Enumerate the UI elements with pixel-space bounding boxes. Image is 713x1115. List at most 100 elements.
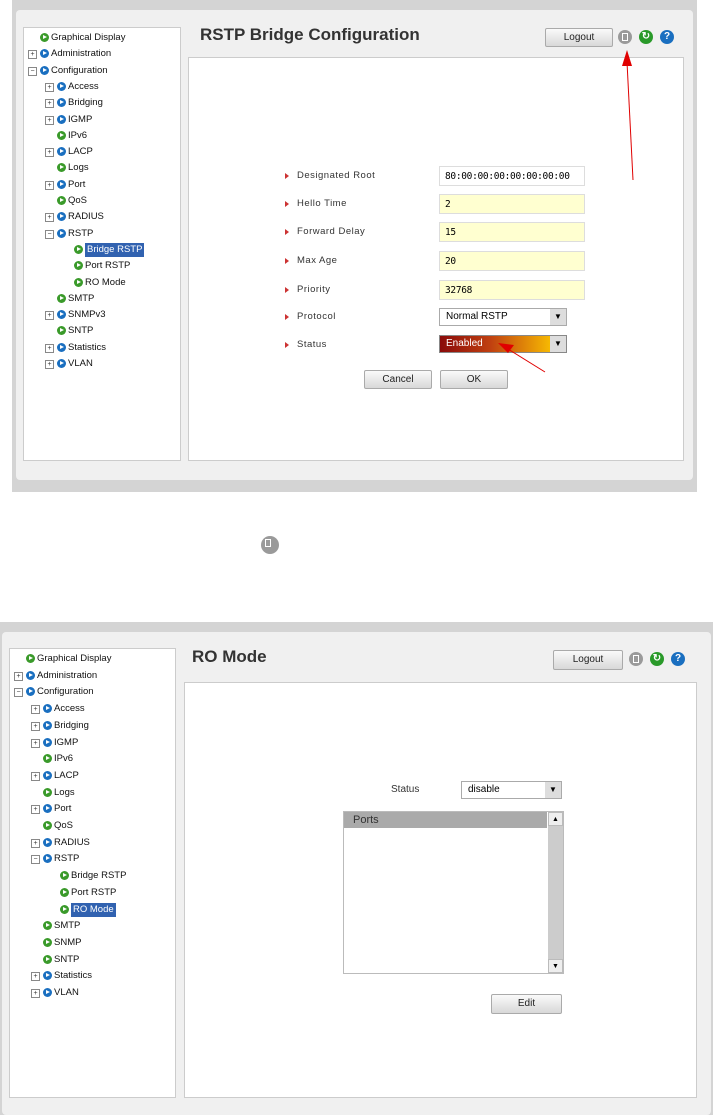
- collapse-icon[interactable]: −: [14, 688, 23, 698]
- expand-icon[interactable]: +: [45, 99, 54, 109]
- expand-icon[interactable]: +: [31, 805, 40, 815]
- tree-item[interactable]: + RADIUS: [24, 210, 180, 224]
- field-input[interactable]: 2: [439, 194, 585, 214]
- tree-item[interactable]: SNTP: [24, 324, 180, 338]
- tree-item[interactable]: + Access: [24, 80, 180, 94]
- field-label: Hello Time: [285, 198, 347, 209]
- tree-item[interactable]: + LACP: [24, 145, 180, 159]
- status-value: Enabled: [446, 338, 483, 349]
- refresh-icon[interactable]: ↻: [650, 652, 664, 666]
- tree-item[interactable]: Port RSTP: [10, 886, 175, 900]
- node-bullet-icon: [26, 670, 35, 680]
- node-bullet-icon: [74, 277, 83, 287]
- field-input[interactable]: 15: [439, 222, 585, 242]
- tree-item[interactable]: QoS: [10, 819, 175, 833]
- tree-item[interactable]: + Port: [24, 178, 180, 192]
- tree-item-label: VLAN: [68, 358, 93, 369]
- tree-item[interactable]: + LACP: [10, 769, 175, 783]
- tree-item[interactable]: − Configuration: [24, 64, 180, 78]
- tree-item[interactable]: RO Mode: [24, 276, 180, 290]
- expand-icon[interactable]: +: [45, 360, 54, 369]
- tree-item[interactable]: IPv6: [10, 752, 175, 766]
- tree-item[interactable]: − Configuration: [10, 685, 175, 699]
- tree-item[interactable]: + Bridging: [24, 96, 180, 110]
- logout-button[interactable]: Logout: [553, 650, 623, 670]
- tree-item-label: SMTP: [54, 920, 81, 932]
- navigation-tree: Graphical Display + Administration − Configu…: [9, 648, 176, 1098]
- tree-item[interactable]: + IGMP: [24, 113, 180, 127]
- save-icon[interactable]: [618, 30, 632, 44]
- tree-item[interactable]: + Administration: [24, 47, 180, 61]
- save-icon: [261, 536, 279, 554]
- tree-item[interactable]: SNTP: [10, 953, 175, 967]
- tree-item[interactable]: + RADIUS: [10, 836, 175, 850]
- cancel-button[interactable]: Cancel: [364, 370, 432, 389]
- tree-item[interactable]: Graphical Display: [10, 652, 175, 666]
- tree-item-label: Bridging: [54, 719, 89, 731]
- protocol-select[interactable]: Normal RSTP ▼: [439, 308, 567, 326]
- help-icon[interactable]: ?: [660, 30, 674, 44]
- expand-icon[interactable]: +: [45, 148, 54, 158]
- field-input[interactable]: 20: [439, 251, 585, 271]
- tree-item[interactable]: Logs: [10, 786, 175, 800]
- expand-icon[interactable]: +: [28, 50, 37, 60]
- tree-item-label: SNMP: [54, 936, 82, 948]
- node-bullet-icon: [26, 687, 35, 697]
- status-select[interactable]: disable ▼: [461, 781, 562, 799]
- expand-icon[interactable]: +: [31, 738, 40, 748]
- ok-button[interactable]: OK: [440, 370, 508, 389]
- expand-icon[interactable]: +: [31, 972, 40, 982]
- tree-item[interactable]: RO Mode: [10, 902, 175, 917]
- collapse-icon[interactable]: −: [31, 855, 40, 865]
- edit-button[interactable]: Edit: [491, 994, 562, 1014]
- tree-item[interactable]: + Statistics: [10, 969, 175, 983]
- expand-icon[interactable]: +: [31, 838, 40, 848]
- tree-item[interactable]: Bridge RSTP: [24, 242, 180, 257]
- field-input[interactable]: 32768: [439, 280, 585, 300]
- expand-icon[interactable]: +: [45, 213, 54, 223]
- expand-icon[interactable]: +: [14, 671, 23, 681]
- tree-item-label: RO Mode: [85, 276, 126, 288]
- tree-item[interactable]: SMTP: [10, 919, 175, 933]
- tree-item[interactable]: Logs: [24, 161, 180, 175]
- expand-icon[interactable]: +: [45, 343, 54, 353]
- expand-icon[interactable]: +: [45, 82, 54, 92]
- tree-item[interactable]: + Bridging: [10, 719, 175, 733]
- tree-item[interactable]: − RSTP: [24, 227, 180, 241]
- tree-item[interactable]: + VLAN: [24, 357, 180, 371]
- logout-button[interactable]: Logout: [545, 28, 613, 47]
- expand-icon[interactable]: +: [45, 311, 54, 321]
- tree-item[interactable]: + Statistics: [24, 341, 180, 355]
- tree-item[interactable]: IPv6: [24, 129, 180, 143]
- tree-item-label: Port RSTP: [85, 260, 131, 272]
- tree-item[interactable]: Graphical Display: [24, 31, 180, 45]
- tree-item[interactable]: Port RSTP: [24, 259, 180, 273]
- tree-item[interactable]: + Administration: [10, 669, 175, 683]
- tree-item[interactable]: + Port: [10, 802, 175, 816]
- scroll-down-icon[interactable]: ▼: [548, 959, 563, 973]
- collapse-icon[interactable]: −: [28, 66, 37, 76]
- expand-icon[interactable]: +: [45, 180, 54, 190]
- tree-item[interactable]: + SNMPv3: [24, 308, 180, 322]
- scrollbar[interactable]: ▲ ▼: [548, 812, 563, 973]
- tree-item[interactable]: + Access: [10, 702, 175, 716]
- tree-item[interactable]: + VLAN: [10, 986, 175, 1000]
- save-icon[interactable]: [629, 652, 643, 666]
- expand-icon[interactable]: +: [31, 721, 40, 731]
- scroll-up-icon[interactable]: ▲: [548, 812, 563, 826]
- help-icon[interactable]: ?: [671, 652, 685, 666]
- node-bullet-icon: [60, 871, 69, 881]
- tree-item[interactable]: − RSTP: [10, 852, 175, 866]
- collapse-icon[interactable]: −: [45, 229, 54, 239]
- expand-icon[interactable]: +: [31, 771, 40, 781]
- refresh-icon[interactable]: ↻: [639, 30, 653, 44]
- expand-icon[interactable]: +: [45, 115, 54, 125]
- expand-icon[interactable]: +: [31, 989, 40, 998]
- ports-list[interactable]: Ports ▲ ▼: [343, 811, 564, 974]
- tree-item[interactable]: SMTP: [24, 292, 180, 306]
- tree-item[interactable]: SNMP: [10, 936, 175, 950]
- tree-item[interactable]: + IGMP: [10, 736, 175, 750]
- expand-icon[interactable]: +: [31, 705, 40, 715]
- tree-item[interactable]: QoS: [24, 194, 180, 208]
- tree-item[interactable]: Bridge RSTP: [10, 869, 175, 883]
